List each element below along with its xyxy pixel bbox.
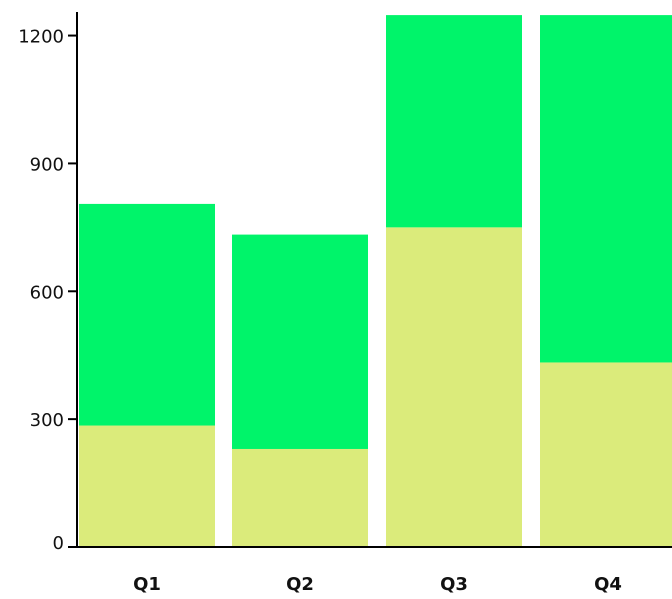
bar-q4-segment-2 xyxy=(540,15,672,363)
bar-q2-segment-1 xyxy=(232,448,368,547)
bar-q3-segment-2 xyxy=(386,15,522,228)
y-tick-label-600: 600 xyxy=(30,282,64,303)
bar-q1-segment-1 xyxy=(79,425,215,547)
y-tick-label-0: 0 xyxy=(53,533,64,554)
x-tick-label-q4: Q4 xyxy=(594,574,622,595)
axes-layer xyxy=(68,12,672,548)
y-tick-label-300: 300 xyxy=(30,410,64,431)
bar-q3-segment-1 xyxy=(386,227,522,547)
x-tick-label-q1: Q1 xyxy=(133,574,161,595)
bar-q1-segment-2 xyxy=(79,203,215,426)
labels-layer: 0 300 600 900 1200 Q1 Q2 Q3 Q4 xyxy=(18,27,622,595)
bars-layer xyxy=(79,15,672,547)
x-tick-label-q2: Q2 xyxy=(286,574,314,595)
x-tick-label-q3: Q3 xyxy=(440,574,468,595)
bar-q2-segment-2 xyxy=(232,234,368,449)
bar-q4-segment-1 xyxy=(540,362,672,547)
y-tick-label-1200: 1200 xyxy=(18,27,64,48)
y-tick-label-900: 900 xyxy=(30,154,64,175)
